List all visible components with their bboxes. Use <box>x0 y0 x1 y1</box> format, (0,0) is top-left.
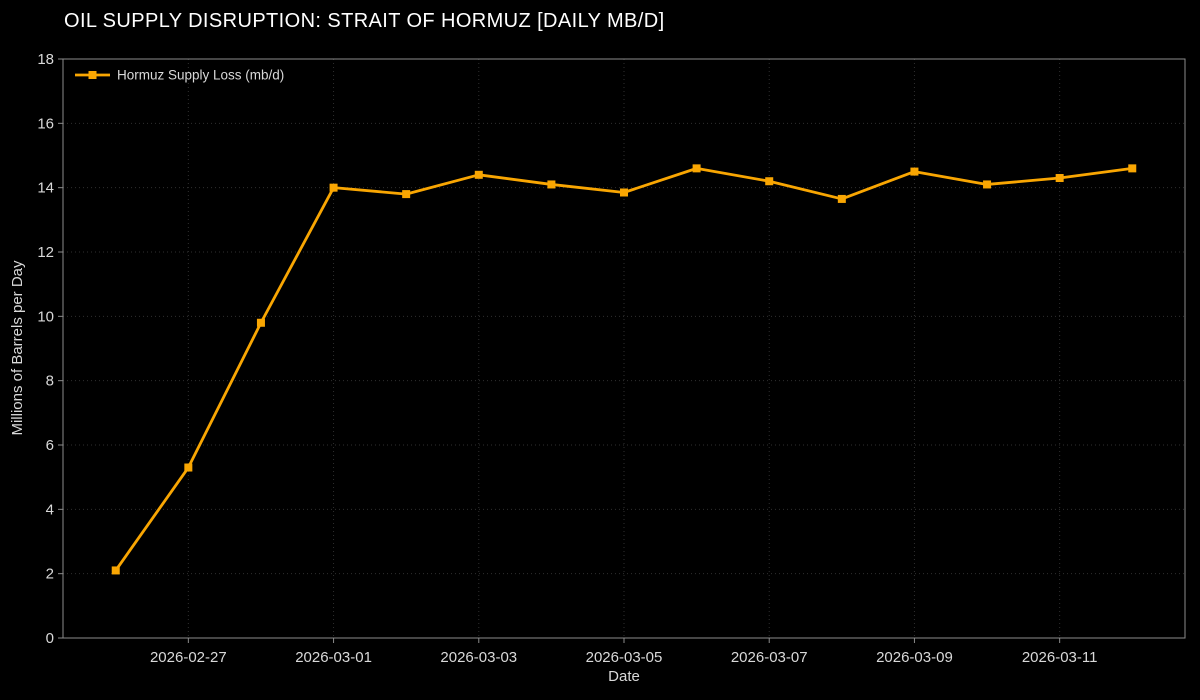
data-point-marker <box>837 194 846 203</box>
legend: Hormuz Supply Loss (mb/d) <box>75 68 284 83</box>
x-tick-label: 2026-03-01 <box>295 649 372 666</box>
data-point-marker <box>983 180 992 189</box>
data-point-marker <box>256 318 265 327</box>
data-point-marker <box>329 183 338 192</box>
x-tick-label: 2026-03-07 <box>731 649 808 666</box>
data-point-marker <box>765 177 774 186</box>
y-tick-label: 4 <box>46 501 54 518</box>
legend-marker-icon <box>88 71 97 79</box>
x-tick-label: 2026-03-05 <box>586 649 663 666</box>
y-tick-label: 12 <box>37 244 54 261</box>
data-point-marker <box>1128 164 1137 173</box>
y-axis-label: Millions of Barrels per Day <box>9 260 26 436</box>
x-tick-label: 2026-03-11 <box>1022 649 1098 666</box>
data-point-marker <box>620 188 628 197</box>
data-point-marker <box>184 463 193 472</box>
data-point-marker <box>474 170 483 179</box>
y-tick-label: 16 <box>37 115 54 132</box>
x-tick-label: 2026-03-03 <box>440 649 517 666</box>
chart-layer: 0 2 4 6 8 10 12 14 16 18 2026-02-27 2026-03-01 2026-… <box>37 51 1186 666</box>
data-point-marker <box>1055 174 1064 183</box>
data-point-marker <box>547 180 556 189</box>
y-tick-label: 2 <box>46 566 54 583</box>
data-point-marker <box>910 167 919 176</box>
chart-title: OIL SUPPLY DISRUPTION: STRAIT OF HORMUZ … <box>64 10 665 32</box>
data-point-marker <box>111 566 120 575</box>
x-tick-label: 2026-02-27 <box>150 649 227 666</box>
legend-label: Hormuz Supply Loss (mb/d) <box>117 68 284 83</box>
y-tick-label: 14 <box>37 180 54 197</box>
y-tick-label: 6 <box>46 437 54 454</box>
data-point-marker <box>402 190 411 199</box>
y-tick-label: 0 <box>46 630 54 647</box>
x-tick-label: 2026-03-09 <box>876 649 953 666</box>
series-line <box>114 166 1134 572</box>
x-axis-label: Date <box>608 668 640 685</box>
y-tick-label: 10 <box>37 308 54 325</box>
data-point-marker <box>692 164 701 173</box>
y-tick-label: 8 <box>46 373 54 390</box>
y-tick-label: 18 <box>37 51 54 68</box>
